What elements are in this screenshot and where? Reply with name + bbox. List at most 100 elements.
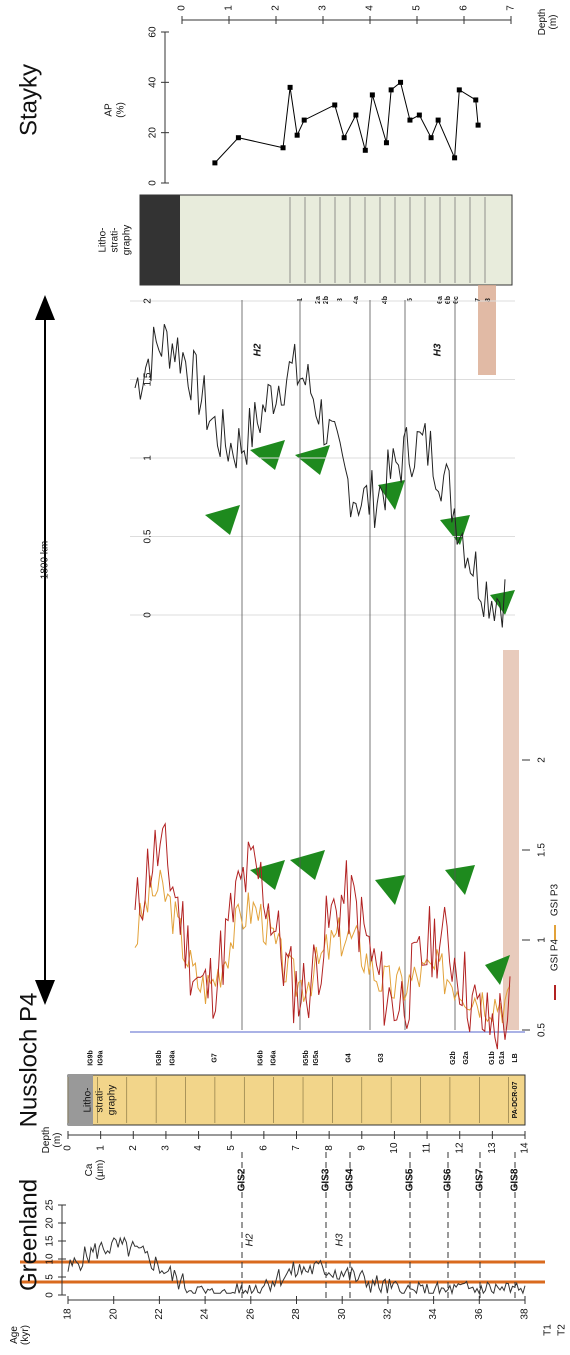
age-tick-label: 34	[428, 1308, 439, 1320]
panel-title: Stayky	[15, 64, 42, 136]
ap-point	[332, 102, 337, 107]
depth-tick-label: 1	[224, 5, 235, 11]
core-code: PA-DCR-07	[512, 1081, 519, 1118]
axis-label: Litho-	[83, 1087, 94, 1112]
gsi-tick-label: 2	[537, 757, 548, 763]
heinrich-label: H3	[433, 343, 444, 356]
panel-title: Nussloch P4	[15, 993, 42, 1128]
depth-tick-label: 13	[487, 1142, 498, 1154]
heinrich-label: H2	[245, 1233, 256, 1246]
axis-label: graphy	[107, 1085, 118, 1116]
gsi-curve-p3	[135, 870, 510, 1023]
panel-title: Greenland	[15, 1179, 42, 1291]
ap-point	[417, 113, 422, 118]
arrow-head	[35, 295, 55, 320]
axis-label: (%)	[116, 102, 127, 118]
ap-tick-label: 20	[148, 127, 159, 139]
ap-point	[476, 123, 481, 128]
axis-label: (m)	[52, 1133, 63, 1148]
unit-label: 6c	[453, 296, 460, 304]
age-tick-label: 26	[245, 1308, 256, 1320]
depth-tick-label: 9	[356, 1145, 367, 1151]
axis-label: Age	[9, 1326, 20, 1344]
axis-label: AP	[104, 103, 115, 117]
unit-label: 4b	[382, 296, 389, 304]
ca-tick-label: 20	[45, 1217, 56, 1229]
age-tick-label: 28	[291, 1308, 302, 1320]
gsi-curve-upper	[135, 324, 505, 627]
gsi-tick-label: 0.5	[537, 1023, 548, 1037]
ap-point	[342, 135, 347, 140]
ap-point	[389, 87, 394, 92]
unit-label: G1a	[499, 1051, 506, 1064]
age-tick-label: 30	[337, 1308, 348, 1320]
legend-label: GSI P3	[550, 883, 561, 916]
ap-line	[215, 82, 478, 163]
unit-label: IG8b	[156, 1050, 163, 1066]
unit-label: G1b	[489, 1051, 496, 1065]
ap-tick-label: 40	[148, 76, 159, 88]
ap-point	[295, 133, 300, 138]
depth-tick-label: 2	[271, 5, 282, 11]
trend-arrows	[205, 440, 515, 985]
gsi-tick-label: 1.5	[537, 843, 548, 857]
age-tick-label: 38	[520, 1308, 531, 1320]
nussloch-litho-column	[68, 1075, 525, 1125]
age-tick-label: 18	[63, 1308, 74, 1320]
axis-label: (m)	[548, 15, 559, 30]
unit-label: 2b	[323, 296, 330, 304]
ap-tick-label: 60	[148, 26, 159, 38]
unit-label: G2a	[463, 1051, 470, 1064]
gsi-tick-label: 0.5	[143, 529, 154, 543]
depth-tick-label: 6	[459, 5, 470, 11]
ca-curve	[68, 1238, 525, 1294]
ap-point	[353, 113, 358, 118]
unit-label: G3	[378, 1053, 385, 1062]
depth-tick-label: 2	[128, 1145, 139, 1151]
ap-point	[384, 140, 389, 145]
ca-tick-label: 0	[45, 1292, 56, 1298]
depth-tick-label: 3	[161, 1145, 172, 1151]
gsi-tick-label: 0	[143, 612, 154, 618]
axis-label: (µm)	[95, 1160, 106, 1181]
age-tick-label: 36	[474, 1308, 485, 1320]
unit-label: G4	[346, 1053, 353, 1062]
heinrich-label: H3	[335, 1233, 346, 1246]
ap-point	[407, 118, 412, 123]
unit-label: IG6a	[270, 1050, 277, 1065]
depth-tick-label: 4	[193, 1145, 204, 1151]
ap-point	[236, 135, 241, 140]
ap-point	[473, 97, 478, 102]
depth-tick-label: 14	[520, 1142, 531, 1154]
age-tick-label: 22	[154, 1308, 165, 1320]
ap-point	[429, 135, 434, 140]
age-tick-label: 20	[108, 1308, 119, 1320]
depth-tick-label: 5	[412, 5, 423, 11]
axis-label: (kyr)	[20, 1325, 31, 1345]
ap-point	[212, 160, 217, 165]
correlation-band	[503, 650, 519, 1030]
unit-label: IG9b	[88, 1050, 95, 1066]
ap-point	[302, 118, 307, 123]
unit-label: IG6b	[257, 1050, 264, 1066]
gsi-tick-label: 1	[143, 455, 154, 461]
axis-label: Litho-	[98, 227, 109, 252]
ap-point	[281, 145, 286, 150]
unit-label: 2a	[315, 296, 322, 304]
ap-tick-label: 0	[148, 180, 159, 186]
depth-tick-label: 6	[258, 1145, 269, 1151]
tephra-label: T1	[543, 1324, 554, 1336]
depth-tick-label: 12	[454, 1142, 465, 1154]
ca-tick-label: 5	[45, 1274, 56, 1280]
axis-label: Ca	[84, 1163, 95, 1176]
depth-tick-label: 5	[226, 1145, 237, 1151]
ca-tick-label: 15	[45, 1235, 56, 1247]
ap-point	[457, 87, 462, 92]
stayky-litho-column	[140, 195, 512, 285]
ap-point	[398, 80, 403, 85]
age-tick-label: 32	[383, 1308, 394, 1320]
axis-label: Depth	[537, 9, 548, 36]
unit-label: G2b	[450, 1051, 457, 1065]
depth-tick-label: 7	[506, 5, 517, 11]
unit-label: IG9a	[97, 1050, 104, 1065]
